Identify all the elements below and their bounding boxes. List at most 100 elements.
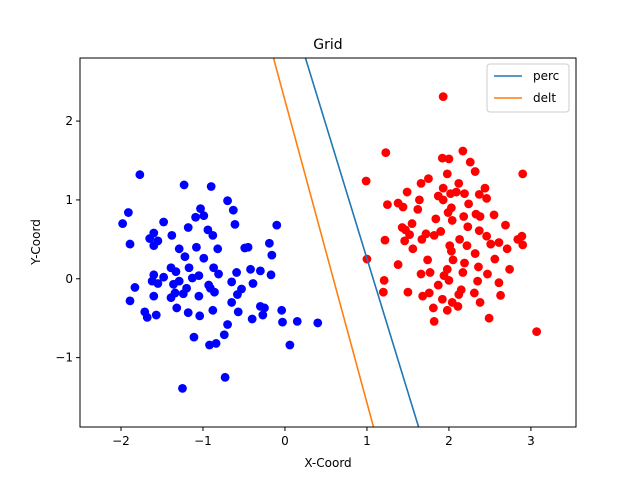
- data-point: [142, 313, 152, 322]
- data-point: [123, 208, 133, 217]
- data-point: [494, 278, 504, 288]
- data-point: [174, 244, 184, 254]
- y-axis-ticks: −1 0 1 2: [55, 114, 80, 365]
- data-point: [474, 226, 484, 236]
- data-point: [425, 268, 435, 277]
- data-point: [233, 290, 242, 299]
- data-point: [438, 92, 448, 102]
- x-tick-label: −1: [194, 434, 212, 448]
- x-axis-label: X-Coord: [304, 456, 351, 470]
- data-point: [407, 219, 417, 228]
- data-point: [199, 211, 209, 221]
- data-point: [195, 311, 205, 321]
- data-point: [501, 220, 510, 230]
- data-point: [380, 235, 390, 245]
- legend-label-perc: perc: [533, 69, 559, 83]
- data-point: [149, 291, 159, 301]
- y-tick-label: 0: [65, 272, 73, 286]
- data-point: [505, 264, 514, 274]
- data-point: [465, 157, 475, 167]
- data-point: [383, 200, 392, 210]
- x-tick-label: 2: [445, 434, 453, 448]
- data-point: [482, 231, 492, 241]
- data-point: [470, 249, 480, 258]
- x-tick-label: −2: [112, 434, 130, 448]
- data-point: [209, 263, 219, 273]
- data-point: [480, 183, 490, 193]
- data-point: [313, 318, 323, 328]
- data-point: [227, 298, 237, 307]
- data-point: [292, 316, 302, 326]
- data-point: [118, 219, 128, 228]
- data-point: [277, 305, 287, 315]
- y-tick-label: 2: [65, 114, 73, 128]
- data-point: [125, 296, 135, 306]
- data-point: [518, 240, 528, 250]
- data-point: [219, 330, 229, 340]
- data-point: [454, 290, 464, 299]
- data-point: [381, 148, 391, 158]
- data-point: [489, 210, 499, 220]
- data-point: [206, 182, 216, 191]
- data-point: [403, 287, 413, 297]
- data-point: [153, 279, 163, 288]
- data-point: [159, 217, 169, 227]
- data-point: [423, 255, 433, 265]
- data-point: [424, 288, 434, 298]
- data-point: [459, 212, 469, 221]
- data-point: [125, 239, 135, 249]
- data-point: [408, 244, 418, 254]
- data-point: [413, 204, 423, 214]
- data-point: [405, 230, 414, 240]
- data-point: [429, 231, 439, 240]
- data-point: [416, 269, 426, 279]
- data-point: [169, 279, 178, 289]
- data-point: [416, 178, 426, 188]
- data-point: [402, 187, 412, 197]
- data-point: [437, 294, 447, 304]
- data-point: [214, 269, 223, 279]
- data-point: [483, 269, 492, 279]
- data-point: [172, 303, 182, 313]
- data-point: [196, 204, 205, 213]
- data-point: [255, 266, 265, 276]
- data-point: [227, 277, 237, 287]
- plot-frame: [79, 57, 577, 428]
- legend-label-delt: delt: [533, 91, 556, 105]
- data-point: [178, 383, 187, 393]
- data-point: [473, 276, 483, 286]
- data-point: [482, 193, 492, 203]
- data-point: [490, 254, 500, 264]
- data-point: [189, 332, 199, 342]
- y-axis-label: Y-Coord: [29, 219, 43, 266]
- data-point: [361, 176, 371, 186]
- data-point: [438, 183, 448, 193]
- data-point: [444, 275, 454, 285]
- data-point: [220, 372, 230, 382]
- series-line-delt: [272, 58, 375, 427]
- data-point: [438, 195, 448, 205]
- data-point: [464, 199, 474, 209]
- data-point: [145, 234, 155, 243]
- data-point: [130, 283, 140, 292]
- data-point: [400, 236, 410, 246]
- data-point: [285, 340, 295, 350]
- data-point: [494, 238, 504, 247]
- series-line-perc: [304, 58, 420, 427]
- data-point: [179, 180, 189, 190]
- data-point: [486, 239, 496, 249]
- data-point: [223, 320, 232, 329]
- data-point: [183, 308, 193, 318]
- data-point: [180, 252, 190, 262]
- data-point: [469, 288, 479, 298]
- data-point: [417, 234, 427, 244]
- data-point: [194, 291, 204, 301]
- data-point: [232, 268, 241, 277]
- data-point: [246, 264, 255, 274]
- data-point: [159, 272, 169, 282]
- data-point: [415, 195, 424, 205]
- data-point: [475, 212, 485, 221]
- data-point: [437, 153, 447, 163]
- plot-lines: [272, 58, 420, 427]
